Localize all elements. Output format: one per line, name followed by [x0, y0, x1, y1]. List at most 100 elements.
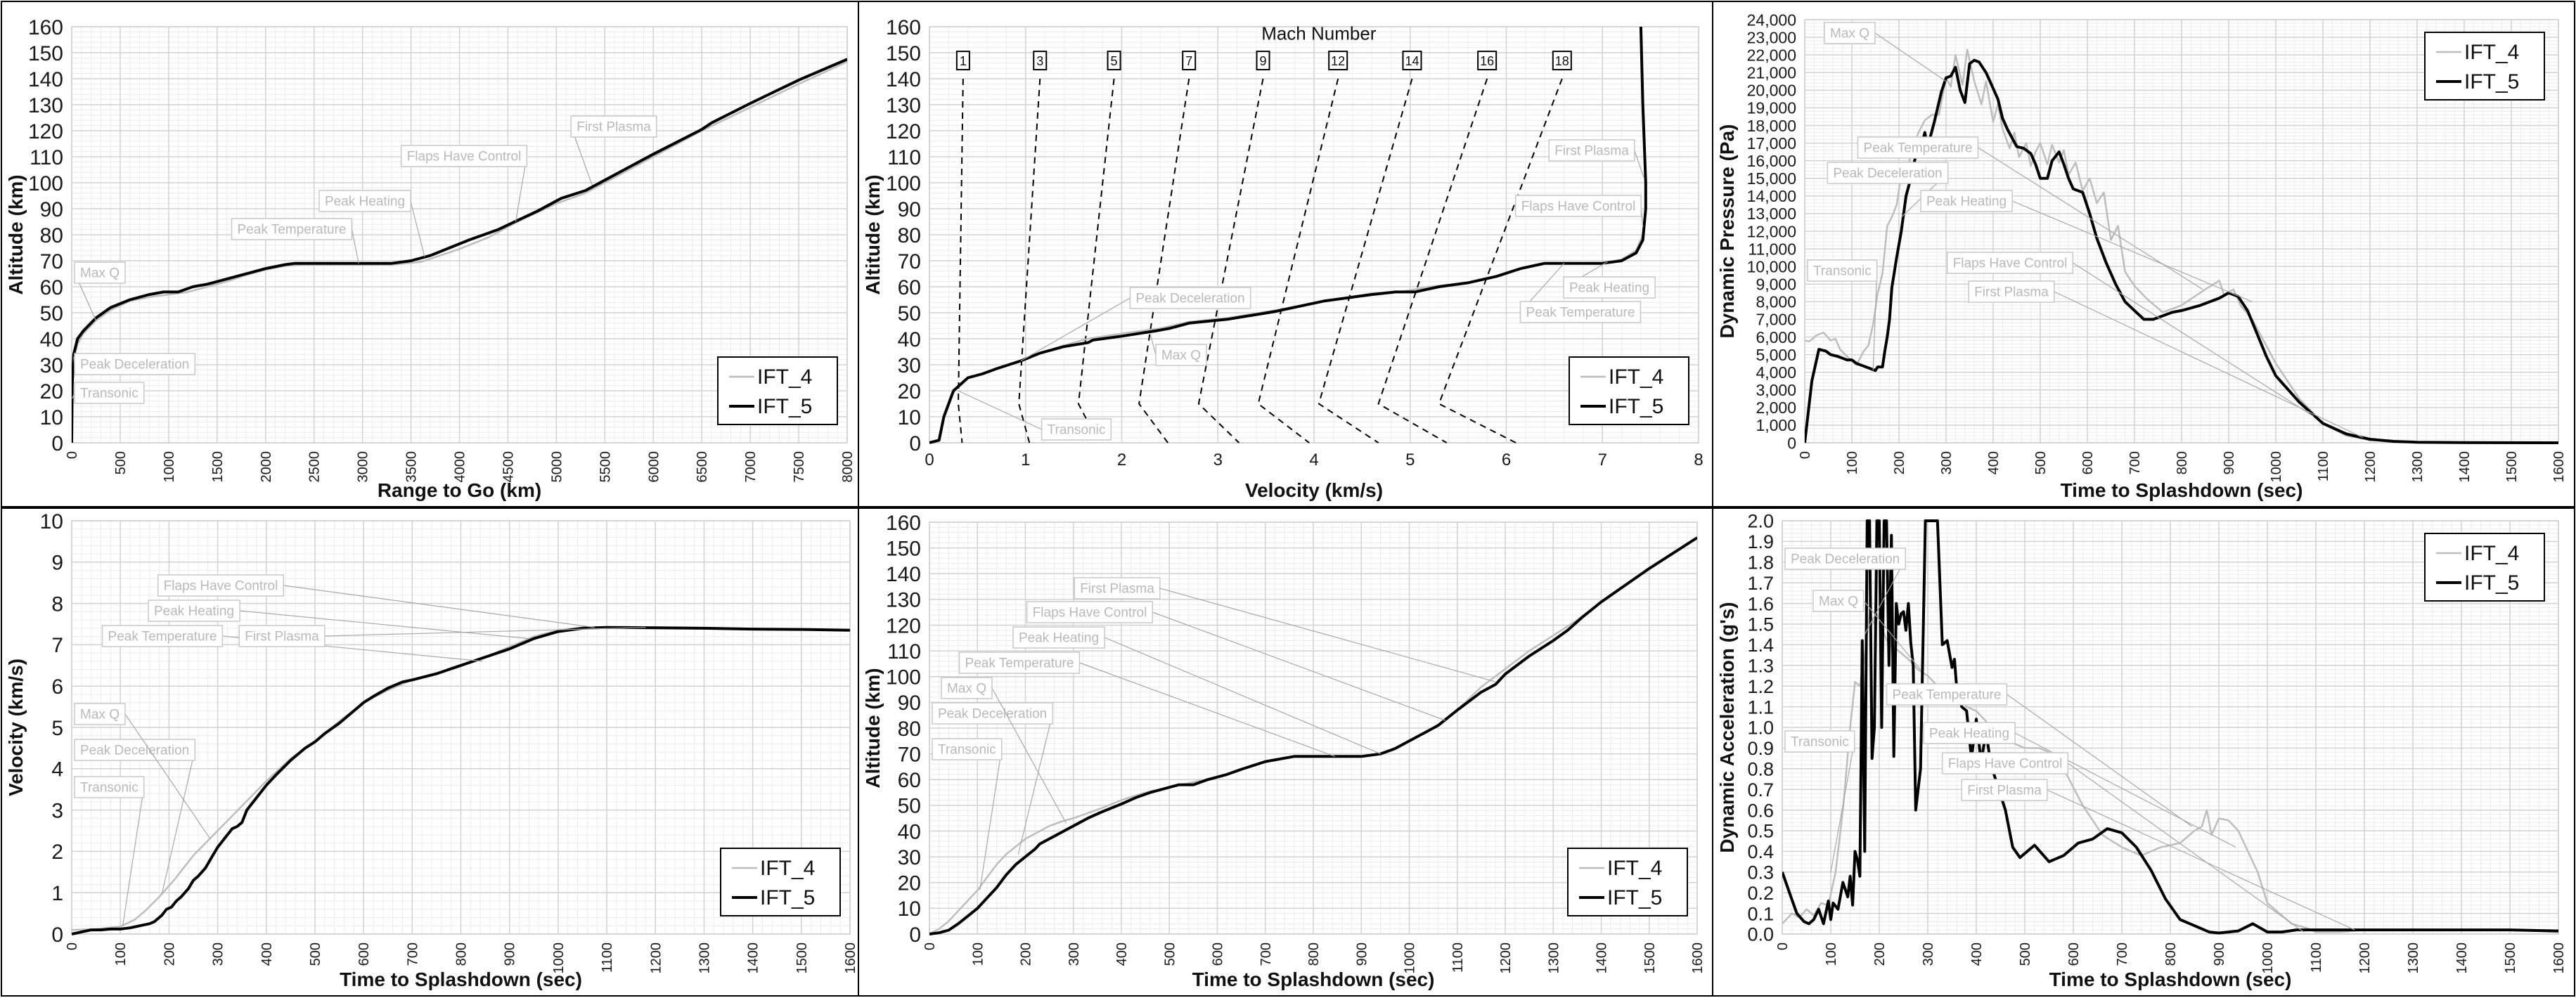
x-tick-label: 1200: [2363, 451, 2378, 483]
y-tick-label: 140: [886, 563, 921, 586]
y-tick-label: 1: [51, 882, 63, 905]
legend-box: [720, 848, 841, 916]
y-tick-label: 130: [28, 94, 63, 117]
x-tick-label: 1200: [2357, 942, 2373, 974]
y-tick-label: 30: [40, 354, 63, 377]
annotation-box: [1923, 722, 2016, 744]
y-tick-label: 100: [28, 172, 63, 195]
y-tick-label: 1.0: [1747, 718, 1774, 739]
legend-label-ift-5: IFT_5: [1607, 886, 1662, 909]
annotations: Transonic Peak Deceleration Max Q Peak Temp…: [1784, 547, 2355, 933]
x-tick-label: 1200: [648, 942, 664, 974]
x-tick-label: 1300: [2406, 942, 2421, 974]
x-tick-label: 1600: [2551, 942, 2567, 974]
x-tick-label: 700: [1258, 942, 1274, 966]
legend-label-ift-5: IFT_5: [1609, 395, 1663, 418]
y-tick-label: 70: [898, 250, 921, 273]
annotation-peak-temperature: Peak Temperature: [1893, 688, 2002, 703]
x-tick-label: 800: [2175, 451, 2190, 474]
y-tick-label: 100: [886, 172, 921, 195]
annotation-first-plasma: First Plasma: [245, 630, 319, 644]
x-tick-label: 0: [1798, 451, 1813, 459]
x-tick-label: 8000: [840, 451, 856, 483]
y-tick-label: 150: [886, 42, 921, 65]
x-tick-label: 300: [1921, 942, 1936, 966]
annotation-peak-heating: Peak Heating: [325, 195, 405, 209]
legend-label-ift-4: IFT_4: [2464, 542, 2519, 565]
y-tick-label: 15,000: [1747, 169, 1796, 188]
x-tick-label: 1600: [2551, 451, 2567, 483]
annotation-flaps-have-control: Flaps Have Control: [1521, 200, 1636, 214]
annotation-peak-temperature: Peak Temperature: [108, 630, 217, 644]
x-tick-label: 1500: [2504, 451, 2520, 483]
y-tick-label: 0.7: [1747, 779, 1774, 801]
y-tick-label: 7: [51, 634, 63, 657]
annotation-leader: [1830, 741, 1855, 872]
annotation-peak-deceleration: Peak Deceleration: [938, 707, 1047, 722]
x-tick-label: 4500: [501, 451, 516, 483]
annotation-leader: [1634, 150, 1644, 178]
mach-label-7: 7: [1185, 54, 1192, 68]
mach-label-box: [955, 51, 970, 71]
y-axis-title: Altitude (km): [5, 174, 27, 294]
annotation-box: [1941, 752, 2069, 775]
x-tick-label: 5500: [598, 451, 613, 483]
x-tick-label: 2000: [259, 451, 274, 483]
annotation-box: [1824, 22, 1876, 44]
y-tick-label: 3,000: [1756, 381, 1796, 399]
annotation-transonic: Transonic: [1791, 735, 1849, 750]
x-tick-label: 2500: [307, 451, 323, 483]
annotation-leader: [979, 748, 1003, 890]
x-tick-label: 1600: [1690, 942, 1706, 974]
annotation-box: [1946, 252, 2074, 274]
x-tick-label: 300: [1067, 942, 1082, 966]
y-tick-label: 120: [886, 120, 921, 143]
annotation-leader: [1152, 611, 1445, 721]
mach-lines: Mach Number 1 3 5 7 9 12 14 16 18: [955, 23, 1572, 443]
annotation-box: [1519, 301, 1642, 323]
annotations: Transonic Peak Deceleration Max Q Peak Temp…: [1807, 22, 2364, 439]
y-tick-label: 30: [898, 846, 921, 869]
series-group: [929, 536, 1697, 935]
x-tick-label: 3500: [404, 451, 420, 483]
x-tick-label: 100: [1824, 942, 1839, 966]
x-tick-label: 400: [1114, 942, 1130, 966]
annotation-peak-temperature: Peak Temperature: [238, 223, 347, 238]
annotation-leader: [1864, 558, 1906, 635]
x-tick-label: 200: [162, 942, 177, 966]
annotation-box: [1961, 779, 2048, 801]
y-tick-label: 0: [1787, 434, 1796, 452]
y-tick-label: 40: [40, 328, 63, 351]
x-tick-label: 800: [454, 942, 470, 966]
annotation-box: [570, 115, 657, 138]
legend-label-ift-5: IFT_5: [757, 395, 812, 418]
annotation-box: [932, 702, 1054, 725]
mach-line-18: [1438, 78, 1563, 443]
annotation-leader: [410, 200, 425, 257]
x-tick-label: 7: [1598, 451, 1607, 469]
x-axis-title: Time to Splashdown (sec): [340, 968, 582, 990]
plot-area-border: [929, 26, 1699, 443]
y-tick-label: 70: [40, 250, 63, 273]
y-tick-label: 1.9: [1747, 531, 1774, 552]
series-line-ift-5: [72, 626, 850, 935]
annotation-peak-deceleration: Peak Deceleration: [1833, 167, 1942, 181]
y-tick-label: 50: [898, 302, 921, 325]
mach-label-box: [1402, 51, 1422, 71]
annotation-first-plasma: First Plasma: [1967, 784, 2042, 798]
annotation-peak-heating: Peak Heating: [1569, 281, 1649, 296]
legend: IFT_4 IFT_5: [1569, 356, 1689, 425]
annotation-max-q: Max Q: [1819, 595, 1858, 609]
annotation-box: [1041, 418, 1112, 441]
y-tick-label: 130: [886, 589, 921, 612]
x-tick-label: 0: [65, 942, 80, 950]
annotation-leader: [161, 749, 195, 895]
mach-label-18: 18: [1555, 54, 1569, 68]
series-line-ift-5: [929, 26, 1647, 444]
x-tick-label: 1100: [600, 942, 615, 973]
chart-panel-accel-vs-time: 0.00.10.20.30.40.50.60.70.80.91.01.11.21…: [1712, 507, 2575, 997]
x-tick-label: 900: [2212, 942, 2227, 966]
y-tick-label: 60: [898, 276, 921, 299]
y-tick-label: 12,000: [1747, 222, 1796, 240]
mach-line-1: [958, 78, 964, 443]
